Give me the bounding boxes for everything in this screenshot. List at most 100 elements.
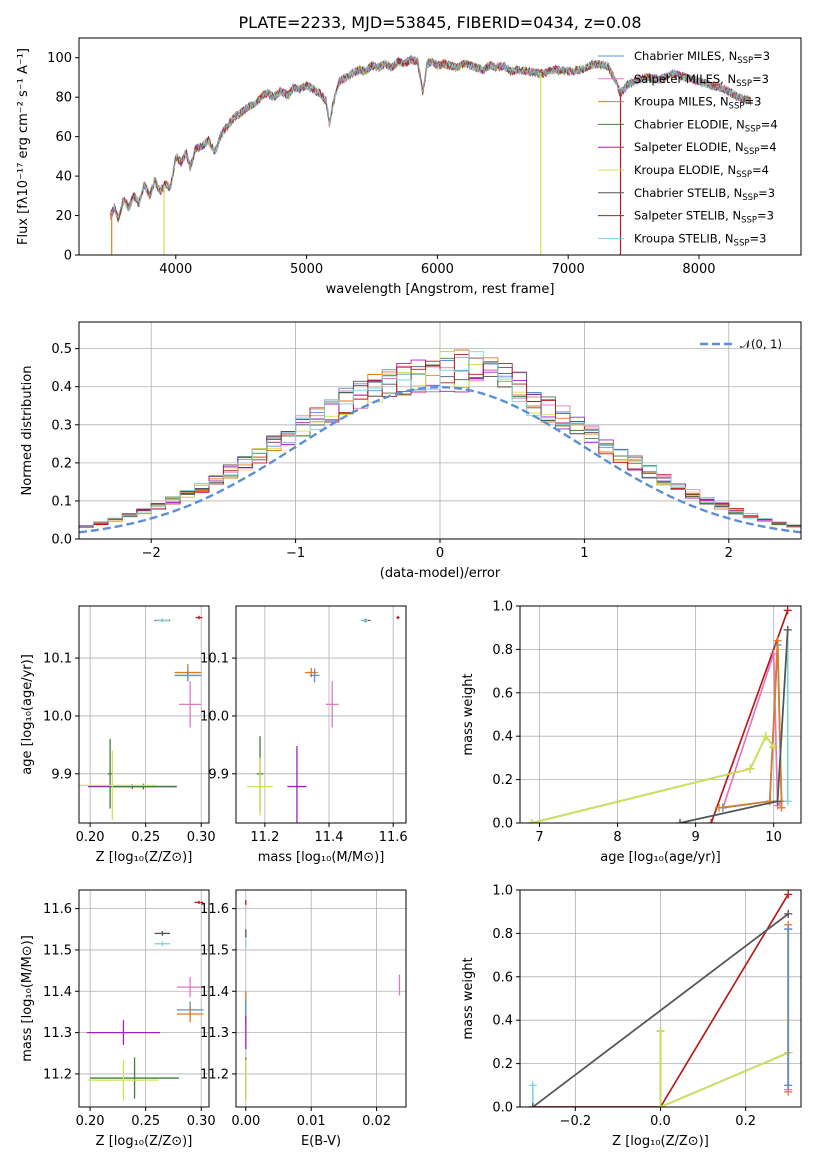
legend: Chabrier MILES, NSSP=3 Salpeter MILES, NS…: [598, 49, 778, 248]
series-line: [531, 734, 775, 823]
y-tick-label: 11.3: [43, 1026, 72, 1041]
panels: 4000 5000 6000 7000 8000020406080100waveleng…: [16, 37, 802, 1149]
x-tick-label: −0.2: [560, 1114, 592, 1129]
y-tick-label: 11.6: [43, 902, 72, 917]
legend-entry: Salpeter MILES, NSSP=3: [634, 72, 769, 89]
x-tick-label: 11.6: [379, 830, 408, 845]
panel-spectrum: 4000 5000 6000 7000 8000 0 20 40 60 80 100 waveleng…: [16, 37, 802, 297]
x-tick-label: 6000: [421, 262, 454, 277]
data-point: [194, 900, 204, 905]
y-tick-label: 11.4: [43, 985, 72, 1000]
panel-mass-Z: 0.20 0.25 0.30 11.2 11.3 11.4 11.5 11.6 Z [log₁₀…: [20, 889, 216, 1149]
x-tick-label: 7000: [552, 262, 585, 277]
y-tick-label: 11.6: [200, 902, 229, 917]
y-tick-label: 40: [55, 170, 72, 185]
panel-weight-Z: −0.2 0.0 0.2 0.0 0.2 0.4 0.6 0.8 1.0 Z [log₁₀(Z/Z…: [461, 884, 802, 1149]
data-point: [90, 1057, 179, 1099]
series-marker: [777, 803, 786, 812]
series-marker: [784, 925, 793, 934]
data-point: [155, 618, 169, 623]
x-axis-label: Z [log₁₀(Z/Z⊙)]: [612, 1134, 709, 1149]
y-tick-label: 0.4: [51, 380, 72, 395]
y-tick-label: 10.1: [200, 652, 229, 667]
y-axis-label: Flux [fλ10⁻¹⁷ erg cm⁻² s⁻¹ A⁻¹]: [16, 48, 31, 245]
series-marker: [773, 797, 782, 806]
x-tick-label: 1: [580, 546, 588, 561]
y-tick-label: 0.0: [51, 533, 72, 548]
y-tick-label: 0.2: [51, 456, 72, 471]
x-tick-label: −2: [142, 546, 161, 561]
legend: 𝒩(0, 1): [700, 337, 782, 351]
x-tick-label: 11.4: [315, 830, 344, 845]
data-point: [360, 618, 369, 623]
y-tick-label: 0.6: [492, 686, 513, 701]
x-axis-label: Z [log₁₀(Z/Z⊙)]: [96, 850, 193, 865]
x-tick-label: 11.2: [250, 830, 279, 845]
y-tick-label: 1.0: [492, 600, 513, 615]
series-marker: [715, 803, 724, 812]
y-tick-label: 60: [55, 130, 72, 145]
y-axis-label: mass [log₁₀(M/M⊙)]: [20, 935, 35, 1062]
data-point: [154, 930, 171, 936]
legend-entry: 𝒩(0, 1): [740, 337, 782, 351]
y-tick-label: 80: [55, 91, 72, 106]
y-tick-label: 0.0: [492, 817, 513, 832]
x-tick-label: 8000: [682, 262, 715, 277]
legend-entry: Kroupa ELODIE, NSSP=4: [634, 163, 769, 180]
figure-title: PLATE=2233, MJD=53845, FIBERID=0434, z=0…: [238, 13, 641, 32]
data-point: [87, 1059, 159, 1101]
plot-area: [79, 349, 801, 539]
y-axis-label: age [log₁₀(age/yr)]: [20, 654, 35, 775]
plot-area: [528, 890, 793, 1107]
series-marker: [527, 819, 536, 823]
spectrum-line: [110, 56, 752, 218]
x-tick-label: 0.02: [362, 1114, 391, 1129]
series-marker: [656, 1103, 665, 1107]
legend-entry: Chabrier ELODIE, NSSP=4: [634, 117, 778, 134]
x-tick-label: −1: [286, 546, 305, 561]
legend-entry: Chabrier STELIB, NSSP=3: [634, 186, 775, 203]
data-point: [325, 681, 339, 728]
legend-entry: Salpeter STELIB, NSSP=3: [634, 209, 774, 226]
y-tick-label: 100: [47, 51, 72, 66]
legend-entry: Chabrier MILES, NSSP=3: [634, 49, 770, 66]
axes-frame: [78, 37, 802, 256]
axes-frame: [78, 889, 210, 1108]
series-marker: [707, 819, 716, 823]
x-tick-label: 0.20: [76, 830, 105, 845]
y-tick-label: 11.5: [200, 943, 229, 958]
series-marker: [773, 636, 782, 645]
series-marker: [528, 1081, 537, 1090]
x-tick-label: 0.2: [735, 1114, 756, 1129]
series-line: [722, 653, 783, 809]
normal-curve: [79, 385, 801, 534]
series-marker: [784, 909, 793, 918]
series-line: [532, 913, 789, 1107]
y-tick-label: 11.4: [200, 985, 229, 1000]
x-tick-label: 0.25: [131, 830, 160, 845]
plot-area: [527, 606, 792, 823]
panel-age-mass: 11.2 11.4 11.6 9.9 10.0 10.1 mass [log₁₀(M/M⊙)…: [200, 605, 408, 865]
series-marker: [783, 625, 792, 634]
x-tick-label: 0.30: [187, 1114, 216, 1129]
panel-residuals: −2 −1 0 1 2 0.0 0.1 0.2 0.3 0.4 0.5 (data-model)/er…: [20, 321, 802, 581]
series-marker: [676, 819, 685, 823]
x-tick-label: 9: [691, 830, 699, 845]
data-point: [176, 1005, 204, 1023]
data-point: [110, 783, 177, 790]
x-tick-label: 2: [725, 546, 733, 561]
plot-area: [247, 615, 400, 823]
data-point: [79, 750, 157, 821]
y-tick-label: 0.8: [492, 927, 513, 942]
series-marker: [769, 743, 778, 752]
series-marker: [746, 764, 755, 773]
y-tick-label: 0.3: [51, 418, 72, 433]
x-axis-label: mass [log₁₀(M/M⊙)]: [258, 850, 385, 865]
y-tick-label: 20: [55, 209, 72, 224]
y-axis-label: mass weight: [461, 957, 476, 1039]
series-marker: [783, 797, 792, 806]
axes-frame: [235, 605, 407, 824]
axes-frame: [78, 605, 210, 824]
y-tick-label: 11.3: [200, 1026, 229, 1041]
y-tick-label: 0.2: [492, 773, 513, 788]
